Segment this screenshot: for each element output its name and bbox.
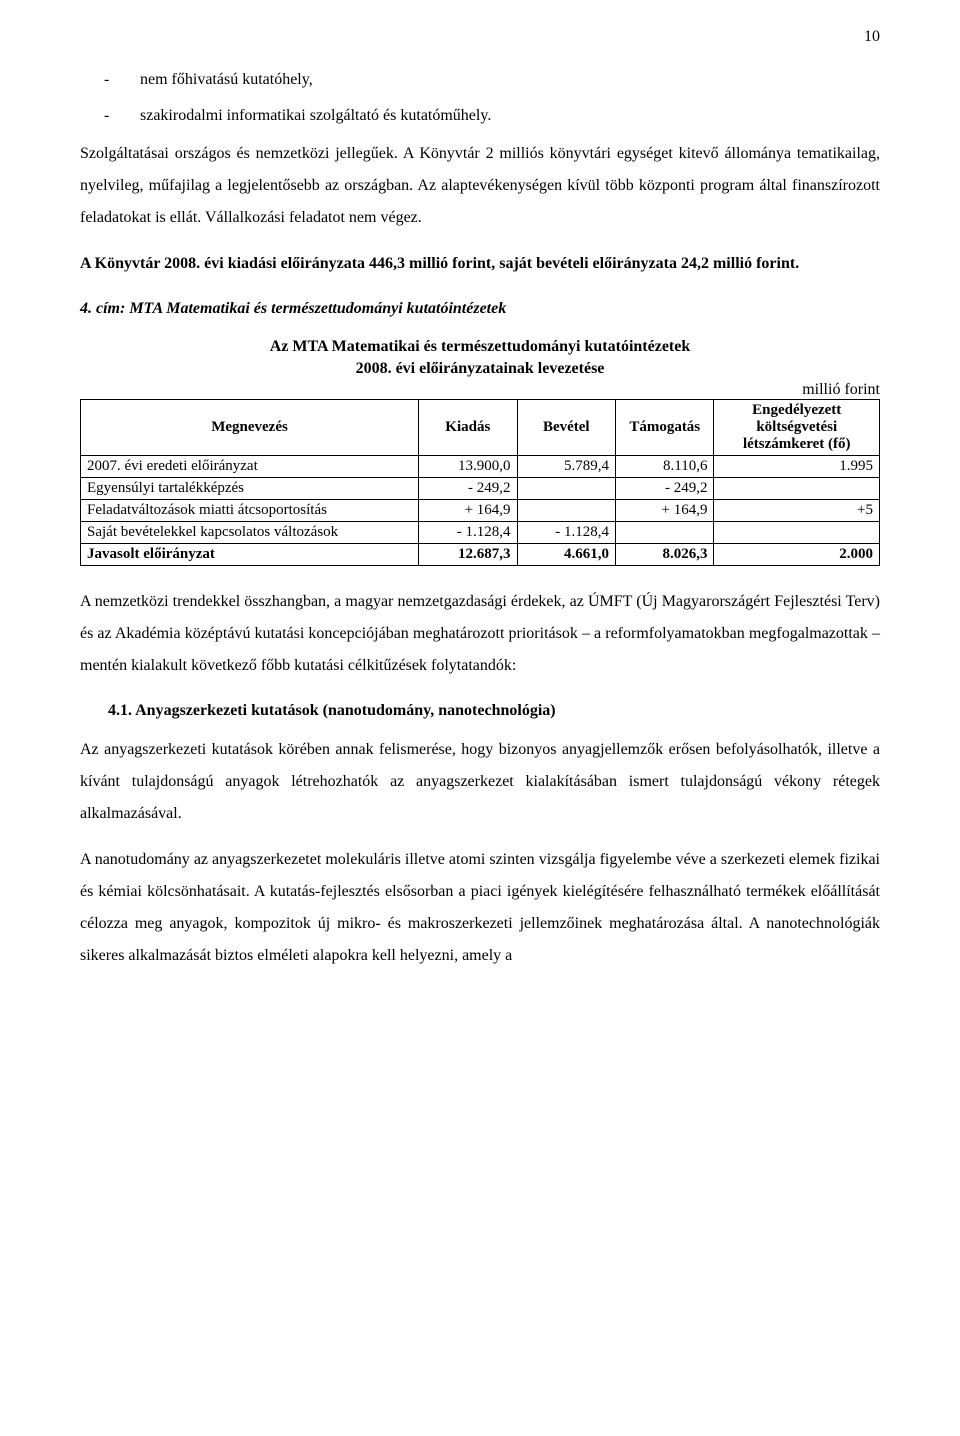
heading-4-1: 4.1. Anyagszerkezeti kutatások (nanotudo… [108, 702, 880, 720]
list-item: - nem főhivatású kutatóhely, [80, 64, 880, 96]
cell-expense: - 249,2 [419, 478, 517, 500]
cell-expense: + 164,9 [419, 500, 517, 522]
table-title-line1: Az MTA Matematikai és természettudományi… [270, 338, 691, 355]
cell-quota: +5 [714, 500, 880, 522]
cell-quota: 2.000 [714, 544, 880, 566]
dash-icon: - [80, 100, 140, 132]
bold-text: A Könyvtár 2008. évi kiadási előirányzat… [80, 255, 799, 272]
cell-revenue [517, 500, 615, 522]
dash-icon: - [80, 64, 140, 96]
paragraph: A nemzetközi trendekkel összhangban, a m… [80, 586, 880, 682]
table-title-line2: 2008. évi előirányzatainak levezetése [356, 360, 605, 377]
table-row: 2007. évi eredeti előirányzat13.900,05.7… [81, 456, 880, 478]
cell-support: + 164,9 [616, 500, 714, 522]
cell-quota [714, 478, 880, 500]
cell-support [616, 522, 714, 544]
col-header-support: Támogatás [616, 400, 714, 456]
budget-table: Megnevezés Kiadás Bevétel Támogatás Enge… [80, 399, 880, 566]
cell-quota [714, 522, 880, 544]
unit-label: millió forint [80, 381, 880, 399]
col-header-revenue: Bevétel [517, 400, 615, 456]
cell-name: Egyensúlyi tartalékképzés [81, 478, 419, 500]
cell-name: Feladatváltozások miatti átcsoportosítás [81, 500, 419, 522]
table-row: Saját bevételekkel kapcsolatos változáso… [81, 522, 880, 544]
cell-revenue: - 1.128,4 [517, 522, 615, 544]
list-item: - szakirodalmi informatikai szolgáltató … [80, 100, 880, 132]
bullet-list: - nem főhivatású kutatóhely, - szakiroda… [80, 64, 880, 132]
paragraph: Szolgáltatásai országos és nemzetközi je… [80, 138, 880, 234]
cell-revenue: 5.789,4 [517, 456, 615, 478]
col-header-quota: Engedélyezett költségvetési létszámkeret… [714, 400, 880, 456]
paragraph: A nanotudomány az anyagszerkezetet molek… [80, 844, 880, 972]
table-row: Javasolt előirányzat12.687,34.661,08.026… [81, 544, 880, 566]
cell-name: 2007. évi eredeti előirányzat [81, 456, 419, 478]
cell-support: 8.026,3 [616, 544, 714, 566]
cell-expense: 12.687,3 [419, 544, 517, 566]
cell-revenue: 4.661,0 [517, 544, 615, 566]
list-item-text: szakirodalmi informatikai szolgáltató és… [140, 100, 491, 132]
table-row: Feladatváltozások miatti átcsoportosítás… [81, 500, 880, 522]
col-header-expense: Kiadás [419, 400, 517, 456]
list-item-text: nem főhivatású kutatóhely, [140, 64, 313, 96]
table-row: Egyensúlyi tartalékképzés- 249,2- 249,2 [81, 478, 880, 500]
section-title: 4. cím: MTA Matematikai és természettudo… [80, 300, 880, 318]
paragraph: Az anyagszerkezeti kutatások körében ann… [80, 734, 880, 830]
cell-quota: 1.995 [714, 456, 880, 478]
table-title: Az MTA Matematikai és természettudományi… [80, 336, 880, 379]
cell-name: Saját bevételekkel kapcsolatos változáso… [81, 522, 419, 544]
cell-support: - 249,2 [616, 478, 714, 500]
cell-revenue [517, 478, 615, 500]
page-number: 10 [864, 28, 880, 46]
paragraph-bold: A Könyvtár 2008. évi kiadási előirányzat… [80, 248, 880, 280]
cell-expense: 13.900,0 [419, 456, 517, 478]
col-header-name: Megnevezés [81, 400, 419, 456]
cell-support: 8.110,6 [616, 456, 714, 478]
cell-name: Javasolt előirányzat [81, 544, 419, 566]
table-header-row: Megnevezés Kiadás Bevétel Támogatás Enge… [81, 400, 880, 456]
cell-expense: - 1.128,4 [419, 522, 517, 544]
